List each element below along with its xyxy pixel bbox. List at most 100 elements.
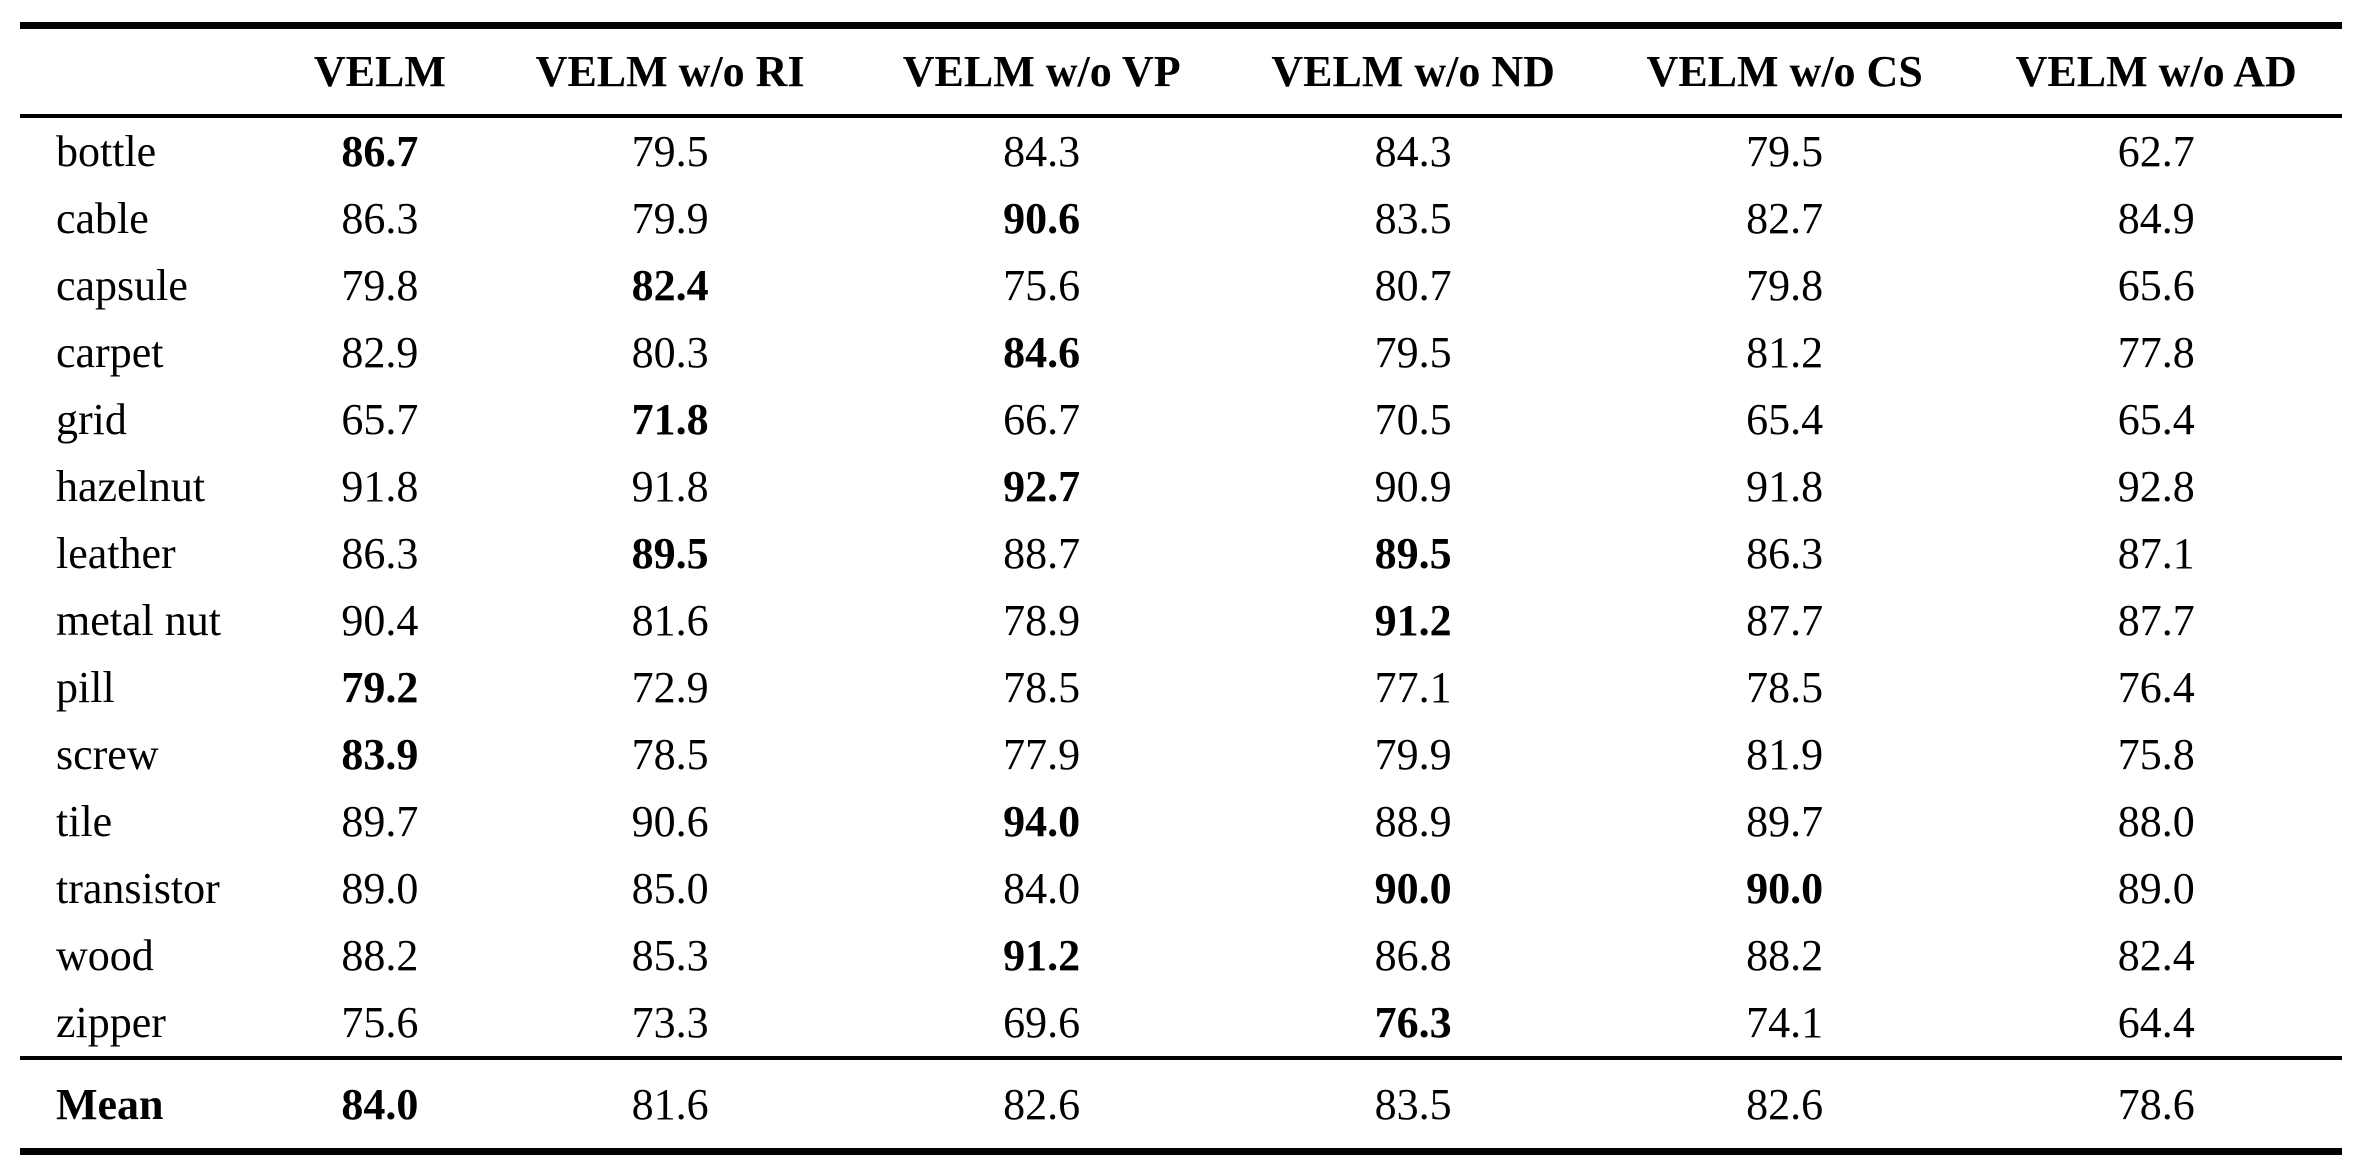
value-cell: 74.1 bbox=[1746, 998, 1824, 1047]
row-label: capsule bbox=[56, 261, 188, 310]
value-cell: 76.4 bbox=[2117, 663, 2195, 712]
value-cell: 79.8 bbox=[1746, 261, 1824, 310]
value-cell: 91.8 bbox=[1746, 462, 1824, 511]
value-cell: 89.7 bbox=[1746, 797, 1824, 846]
value-cell: 89.0 bbox=[341, 864, 419, 913]
value-cell: 73.3 bbox=[631, 998, 709, 1047]
value-cell: 82.4 bbox=[2117, 931, 2195, 980]
column-header: VELM w/o CS bbox=[1598, 25, 1971, 118]
value-cell: 76.3 bbox=[1374, 998, 1452, 1047]
value-cell: 78.5 bbox=[1746, 663, 1824, 712]
value-cell: 84.0 bbox=[1003, 864, 1081, 913]
value-cell: 81.9 bbox=[1746, 730, 1824, 779]
value-cell: 88.2 bbox=[341, 931, 419, 980]
value-cell: 75.6 bbox=[1003, 261, 1081, 310]
value-cell: 87.1 bbox=[2117, 529, 2195, 578]
row-label: bottle bbox=[56, 127, 157, 176]
table-row: wood 88.2 85.3 91.2 86.8 88.2 82.4 bbox=[20, 922, 2342, 989]
value-cell: 78.5 bbox=[631, 730, 709, 779]
value-cell: 77.1 bbox=[1374, 663, 1452, 712]
row-label: zipper bbox=[56, 998, 166, 1047]
value-cell: 78.6 bbox=[1970, 1056, 2342, 1152]
value-cell: 62.7 bbox=[2117, 127, 2195, 176]
table-row: grid 65.7 71.8 66.7 70.5 65.4 65.4 bbox=[20, 386, 2342, 453]
value-cell: 75.8 bbox=[2117, 730, 2195, 779]
value-cell: 88.2 bbox=[1746, 931, 1824, 980]
row-label: cable bbox=[56, 194, 149, 243]
value-cell: 83.5 bbox=[1227, 1056, 1599, 1152]
table-body: bottle 86.7 79.5 84.3 84.3 79.5 62.7 cable 86.3 7… bbox=[20, 116, 2342, 1152]
value-cell: 78.5 bbox=[1003, 663, 1081, 712]
value-cell: 90.4 bbox=[341, 596, 419, 645]
value-cell: 65.6 bbox=[2117, 261, 2195, 310]
table-row: leather 86.3 89.5 88.7 89.5 86.3 87.1 bbox=[20, 520, 2342, 587]
corner-cell bbox=[20, 25, 276, 118]
value-cell: 69.6 bbox=[1003, 998, 1081, 1047]
row-label: screw bbox=[56, 730, 159, 779]
value-cell: 86.8 bbox=[1374, 931, 1452, 980]
value-cell: 75.6 bbox=[341, 998, 419, 1047]
value-cell: 79.9 bbox=[1374, 730, 1452, 779]
value-cell: 89.5 bbox=[631, 529, 709, 578]
value-cell: 80.3 bbox=[631, 328, 709, 377]
value-cell: 90.6 bbox=[1003, 194, 1081, 243]
value-cell: 90.0 bbox=[1746, 864, 1824, 913]
value-cell: 70.5 bbox=[1374, 395, 1452, 444]
value-cell: 65.7 bbox=[341, 395, 419, 444]
table-row: transistor 89.0 85.0 84.0 90.0 90.0 89.0 bbox=[20, 855, 2342, 922]
table-row: capsule 79.8 82.4 75.6 80.7 79.8 65.6 bbox=[20, 252, 2342, 319]
value-cell: 64.4 bbox=[2117, 998, 2195, 1047]
row-label: hazelnut bbox=[56, 462, 206, 511]
table-row: tile 89.7 90.6 94.0 88.9 89.7 88.0 bbox=[20, 788, 2342, 855]
value-cell: 72.9 bbox=[631, 663, 709, 712]
value-cell: 84.9 bbox=[2117, 194, 2195, 243]
value-cell: 79.8 bbox=[341, 261, 419, 310]
value-cell: 89.0 bbox=[2117, 864, 2195, 913]
row-label: tile bbox=[56, 797, 113, 846]
value-cell: 94.0 bbox=[1003, 797, 1081, 846]
value-cell: 79.5 bbox=[1746, 127, 1824, 176]
value-cell: 91.8 bbox=[631, 462, 709, 511]
value-cell: 91.2 bbox=[1374, 596, 1452, 645]
value-cell: 88.9 bbox=[1374, 797, 1452, 846]
table-row: pill 79.2 72.9 78.5 77.1 78.5 76.4 bbox=[20, 654, 2342, 721]
row-label: Mean bbox=[20, 1056, 276, 1152]
value-cell: 65.4 bbox=[2117, 395, 2195, 444]
value-cell: 88.0 bbox=[2117, 797, 2195, 846]
value-cell: 92.7 bbox=[1003, 462, 1081, 511]
row-label: metal nut bbox=[56, 596, 221, 645]
value-cell: 87.7 bbox=[1746, 596, 1824, 645]
value-cell: 79.2 bbox=[341, 663, 419, 712]
value-cell: 82.7 bbox=[1746, 194, 1824, 243]
column-header: VELM w/o RI bbox=[484, 25, 856, 118]
value-cell: 91.2 bbox=[1003, 931, 1081, 980]
value-cell: 87.7 bbox=[2117, 596, 2195, 645]
table-header: VELM VELM w/o RI VELM w/o VP VELM w/o ND VEL… bbox=[20, 25, 2342, 118]
value-cell: 81.6 bbox=[631, 596, 709, 645]
value-cell: 84.3 bbox=[1374, 127, 1452, 176]
value-cell: 86.3 bbox=[341, 194, 419, 243]
value-cell: 79.9 bbox=[631, 194, 709, 243]
table-row: bottle 86.7 79.5 84.3 84.3 79.5 62.7 bbox=[20, 116, 2342, 185]
value-cell: 82.6 bbox=[855, 1056, 1228, 1152]
ablation-results-table: VELM VELM w/o RI VELM w/o VP VELM w/o ND VEL… bbox=[20, 22, 2342, 1155]
value-cell: 84.0 bbox=[275, 1056, 485, 1152]
value-cell: 77.9 bbox=[1003, 730, 1081, 779]
column-header: VELM w/o ND bbox=[1227, 25, 1599, 118]
mean-row: Mean 84.0 81.6 82.6 83.5 82.6 78.6 bbox=[20, 1056, 2342, 1152]
value-cell: 65.4 bbox=[1746, 395, 1824, 444]
table-row: hazelnut 91.8 91.8 92.7 90.9 91.8 92.8 bbox=[20, 453, 2342, 520]
value-cell: 82.6 bbox=[1598, 1056, 1971, 1152]
value-cell: 84.3 bbox=[1003, 127, 1081, 176]
value-cell: 85.0 bbox=[631, 864, 709, 913]
value-cell: 84.6 bbox=[1003, 328, 1081, 377]
value-cell: 86.3 bbox=[1746, 529, 1824, 578]
value-cell: 82.9 bbox=[341, 328, 419, 377]
table-row: screw 83.9 78.5 77.9 79.9 81.9 75.8 bbox=[20, 721, 2342, 788]
row-label: wood bbox=[56, 931, 154, 980]
value-cell: 88.7 bbox=[1003, 529, 1081, 578]
value-cell: 78.9 bbox=[1003, 596, 1081, 645]
value-cell: 79.5 bbox=[1374, 328, 1452, 377]
row-label: grid bbox=[56, 395, 127, 444]
header-row: VELM VELM w/o RI VELM w/o VP VELM w/o ND VEL… bbox=[20, 25, 2342, 118]
